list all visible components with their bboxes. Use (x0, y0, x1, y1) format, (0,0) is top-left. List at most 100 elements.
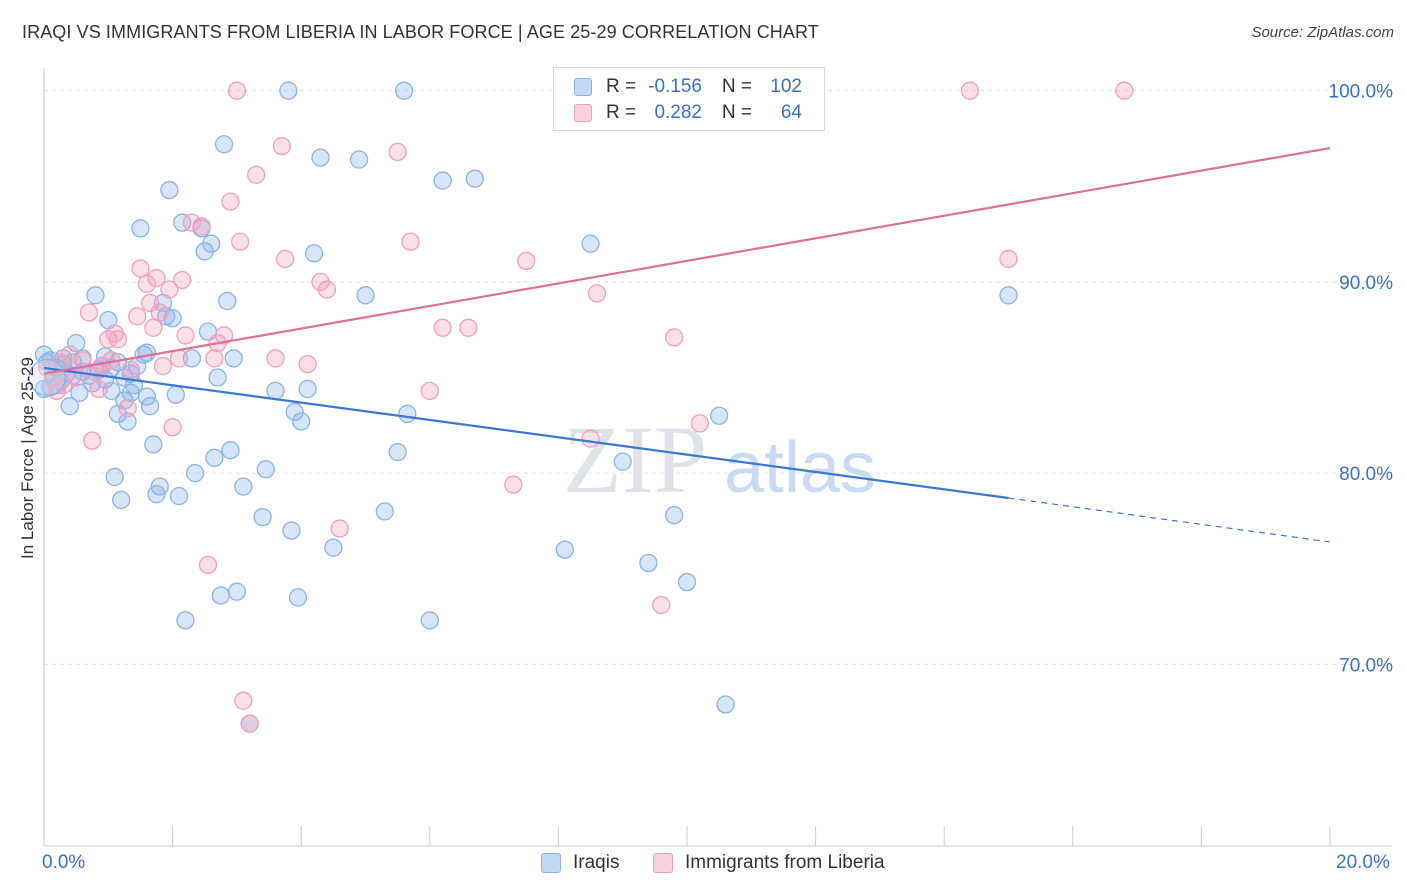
point-iraqis (121, 383, 140, 402)
trend-line-iraqis-extension (1008, 497, 1331, 543)
point-iraqis (131, 219, 150, 238)
point-iraqis (581, 234, 600, 253)
legend-top: R = -0.156 N = 102 R = 0.282 N = 64 (553, 67, 825, 131)
point-iraqis (349, 150, 369, 169)
point-iraqis (221, 441, 240, 460)
point-liberia (128, 307, 147, 326)
point-iraqis (60, 397, 79, 416)
point-iraqis (160, 180, 179, 200)
point-iraqis (266, 381, 285, 401)
point-iraqis (214, 135, 234, 154)
source-label: Source: ZipAtlas.com (1251, 24, 1394, 41)
legend-swatch-iraqis (574, 78, 592, 96)
point-liberia (79, 303, 99, 322)
point-liberia (137, 274, 157, 293)
point-liberia (121, 360, 140, 380)
point-liberia (504, 475, 523, 494)
point-iraqis (613, 452, 632, 471)
legend-swatch-liberia (574, 104, 592, 122)
point-liberia (459, 318, 478, 337)
legend-r-label: R = (606, 102, 637, 123)
point-iraqis (224, 349, 243, 368)
watermark-atlas: atlas (724, 428, 876, 508)
point-iraqis (298, 379, 317, 399)
point-iraqis (304, 244, 324, 263)
point-iraqis (70, 383, 89, 402)
point-liberia (234, 691, 253, 710)
point-liberia (298, 354, 317, 374)
chart-title: IRAQI VS IMMIGRANTS FROM LIBERIA IN LABO… (22, 22, 819, 42)
legend-r-value: -0.156 (648, 76, 702, 97)
point-iraqis (388, 442, 407, 462)
trend-line-iraqis (43, 366, 1009, 500)
point-iraqis (420, 611, 439, 630)
point-iraqis (433, 171, 452, 190)
point-liberia (272, 136, 292, 156)
legend-label-liberia: Immigrants from Liberia (685, 852, 885, 873)
legend-swatch-iraqis (541, 853, 561, 873)
point-iraqis (555, 540, 574, 559)
point-liberia (240, 714, 259, 733)
point-liberia (581, 429, 600, 448)
point-iraqis (288, 588, 308, 607)
y-tick-labels: 100.0% 90.0% 80.0% 70.0% (1329, 82, 1394, 677)
legend-item-iraqis: Iraqis (541, 852, 619, 874)
point-liberia (153, 356, 173, 376)
point-liberia (330, 519, 349, 538)
point-liberia (147, 268, 166, 288)
point-liberia (89, 379, 108, 399)
legend-row-liberia: R = 0.282 N = 64 (574, 100, 802, 126)
point-iraqis (253, 507, 272, 527)
point-iraqis (105, 467, 124, 487)
point-liberia (266, 349, 285, 368)
point-iraqis (664, 506, 684, 525)
y-tick-label: 90.0% (1339, 273, 1393, 294)
legend-r-label: R = (606, 76, 637, 97)
point-iraqis (227, 582, 247, 601)
point-iraqis (86, 286, 105, 305)
point-liberia (221, 192, 240, 211)
point-liberia (163, 418, 182, 437)
point-liberia (144, 318, 163, 337)
point-iraqis (639, 553, 658, 573)
point-iraqis (324, 538, 343, 557)
point-iraqis (173, 213, 192, 232)
point-liberia (401, 232, 420, 251)
point-liberia (517, 251, 536, 271)
point-iraqis (285, 402, 304, 422)
point-liberia (105, 324, 124, 343)
point-iraqis (234, 477, 253, 496)
point-liberia (230, 232, 250, 251)
point-liberia (960, 81, 980, 100)
data-points (28, 81, 1134, 733)
point-liberia (173, 270, 192, 290)
point-liberia (214, 326, 234, 345)
point-iraqis (394, 81, 414, 100)
point-iraqis (710, 406, 729, 425)
legend-bottom: Iraqis Immigrants from Liberia (0, 852, 1406, 878)
point-liberia (420, 381, 439, 401)
point-iraqis (208, 368, 227, 387)
point-iraqis (67, 333, 86, 353)
point-iraqis (211, 586, 230, 605)
point-iraqis (465, 169, 484, 188)
point-iraqis (292, 412, 311, 431)
point-liberia (150, 303, 169, 322)
point-iraqis (398, 404, 417, 423)
trend-line-liberia (43, 146, 1331, 375)
point-liberia (999, 249, 1018, 269)
point-liberia (275, 249, 295, 269)
legend-n-value: 102 (770, 76, 802, 97)
watermark-zip: ZIP (563, 406, 707, 513)
point-iraqis (311, 148, 330, 167)
point-iraqis (182, 349, 202, 368)
point-iraqis (137, 343, 157, 362)
legend-n-label: N = (721, 102, 752, 123)
x-min-label: 0.0% (42, 852, 86, 873)
legend-item-liberia: Immigrants from Liberia (653, 852, 885, 874)
point-iraqis (166, 385, 185, 404)
point-iraqis (256, 460, 275, 479)
point-iraqis (185, 463, 205, 483)
point-liberia (247, 165, 266, 184)
point-liberia (1115, 81, 1134, 100)
